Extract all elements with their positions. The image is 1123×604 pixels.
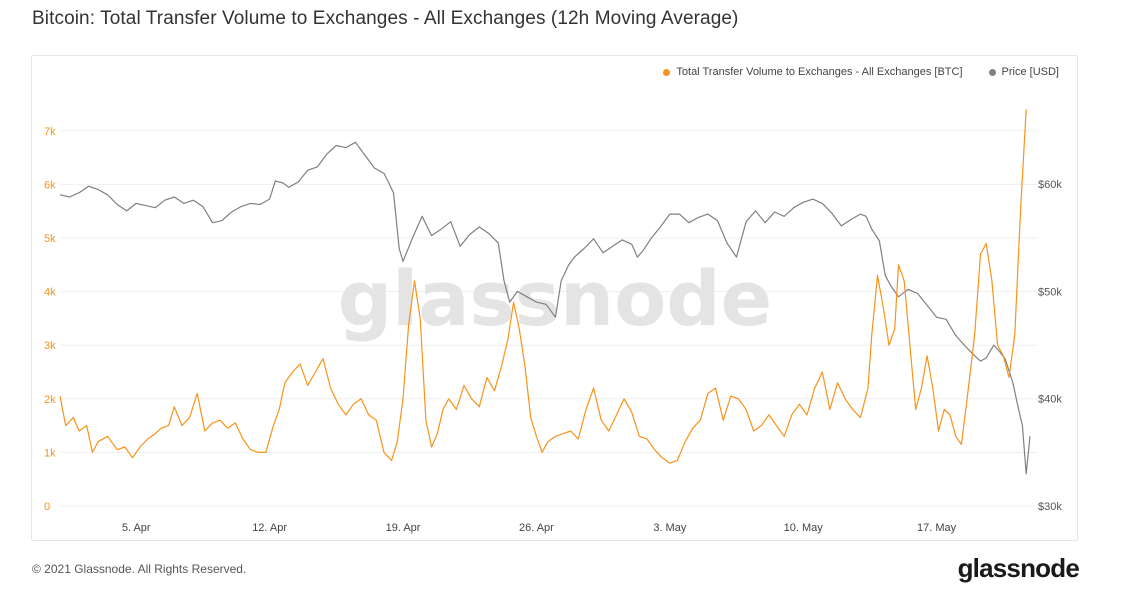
y-left-tick-label: 6k bbox=[44, 179, 56, 191]
y-right-tick-label: $40k bbox=[1038, 394, 1062, 406]
series-layer bbox=[59, 109, 1031, 475]
grid-lines bbox=[60, 130, 1038, 507]
y-axis-right: $30k $40k $50k $60k bbox=[1038, 179, 1062, 513]
x-tick-label: 3. May bbox=[653, 522, 687, 534]
y-left-tick-label: 0 bbox=[44, 501, 50, 513]
y-left-tick-label: 7k bbox=[44, 126, 56, 138]
y-right-tick-label: $60k bbox=[1038, 179, 1062, 191]
chart-legend: Total Transfer Volume to Exchanges - All… bbox=[663, 66, 1059, 78]
y-right-tick-label: $50k bbox=[1038, 286, 1062, 298]
y-right-tick-label: $30k bbox=[1038, 501, 1062, 513]
chart-title: Bitcoin: Total Transfer Volume to Exchan… bbox=[32, 8, 739, 29]
legend-dot-price bbox=[988, 68, 996, 76]
x-tick-label: 26. Apr bbox=[519, 522, 554, 534]
copyright-footer: © 2021 Glassnode. All Rights Reserved. bbox=[32, 562, 247, 576]
y-left-tick-label: 4k bbox=[44, 287, 56, 299]
legend-label-price: Price [USD] bbox=[1001, 66, 1059, 78]
legend-dot-volume bbox=[663, 68, 671, 76]
y-left-tick-label: 5k bbox=[44, 233, 56, 245]
y-left-tick-label: 1k bbox=[44, 447, 56, 459]
x-axis: 5. Apr 12. Apr 19. Apr 26. Apr 3. May 10. May… bbox=[122, 522, 957, 534]
x-tick-label: 19. Apr bbox=[386, 522, 421, 534]
y-left-tick-label: 2k bbox=[44, 394, 56, 406]
volume-line bbox=[59, 109, 1027, 464]
x-tick-label: 17. May bbox=[917, 522, 957, 534]
y-axis-left: 0 1k 2k 3k 4k 5k 6k 7k bbox=[44, 126, 56, 513]
x-tick-label: 5. Apr bbox=[122, 522, 151, 534]
y-left-tick-label: 3k bbox=[44, 340, 56, 352]
legend-label-volume: Total Transfer Volume to Exchanges - All… bbox=[676, 66, 963, 78]
price-line bbox=[59, 141, 1031, 475]
legend-item-volume[interactable]: Total Transfer Volume to Exchanges - All… bbox=[663, 66, 963, 78]
watermark: glassnode bbox=[338, 254, 772, 343]
x-tick-label: 10. May bbox=[784, 522, 824, 534]
x-tick-label: 12. Apr bbox=[252, 522, 287, 534]
chart-card: Total Transfer Volume to Exchanges - All… bbox=[31, 55, 1078, 541]
glassnode-logo[interactable]: glassnode bbox=[957, 553, 1080, 583]
legend-item-price[interactable]: Price [USD] bbox=[988, 66, 1059, 78]
